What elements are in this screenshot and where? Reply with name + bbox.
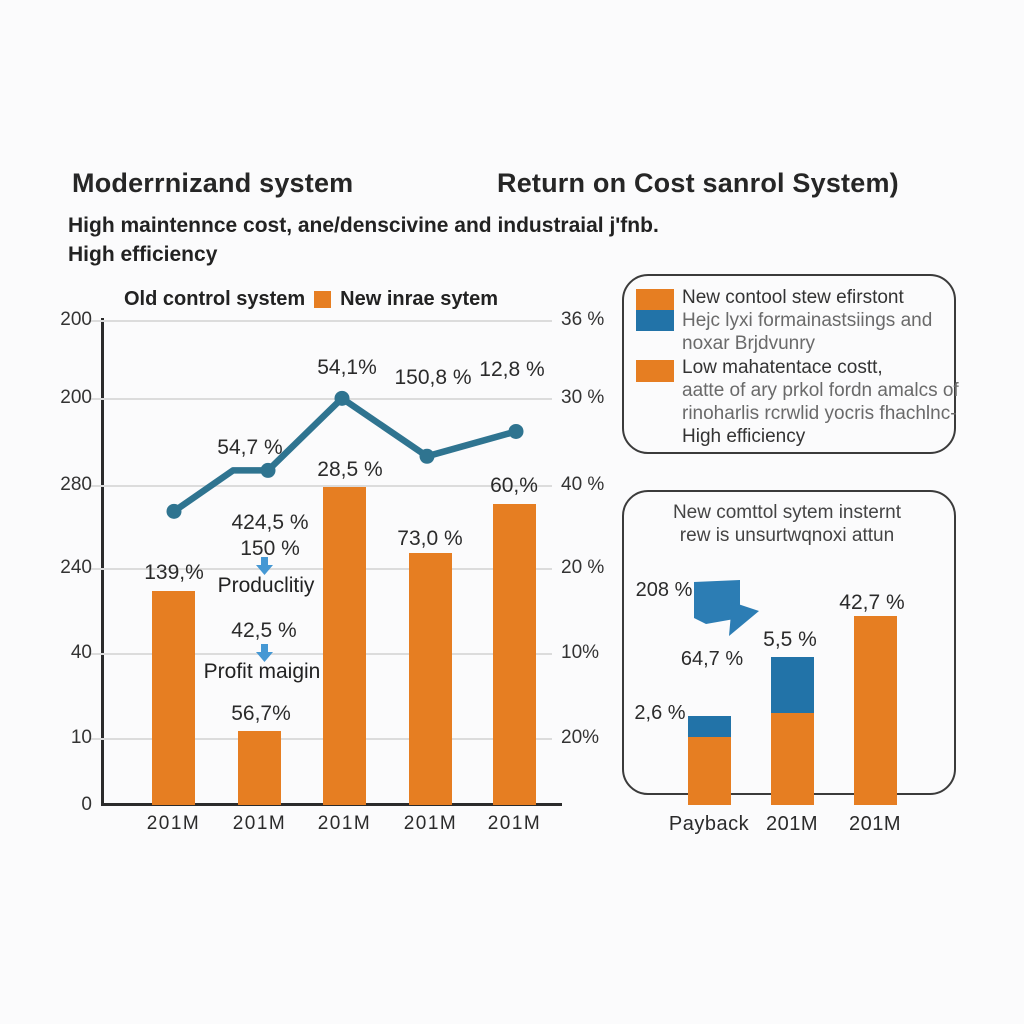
info-item-1: New contool stew efirstont Hejc lyxi for… [682, 286, 932, 355]
bar-label-730: 73,0 % [397, 527, 463, 550]
legend-label-new-system: New inrae sytem [340, 288, 499, 310]
mini-bar-orange [854, 616, 897, 805]
y-axis-right-tick: 10% [561, 642, 600, 663]
mini-chart-title-line2: rew is unsurtwqnoxi attun [679, 525, 895, 546]
main-bar [493, 504, 536, 805]
y-axis-right-tick: 40 % [561, 474, 605, 495]
gridline [90, 485, 552, 487]
info-marker-orange2-icon [636, 360, 674, 382]
info-item1-line2: Hejc lyxi formainastsiings and [682, 310, 933, 331]
profit-margin-down-arrow-icon [256, 644, 273, 662]
line-label-1508: 150,8 % [394, 366, 472, 389]
y-axis-left-tick: 40 [70, 642, 92, 663]
payback-big-arrow-icon [694, 580, 760, 638]
info-marker-blue-icon [636, 310, 674, 331]
y-axis-left-tick: 280 [60, 474, 92, 495]
info-marker-orange-icon [636, 289, 674, 310]
main-x-label: 201M [317, 813, 372, 834]
mini-x-label: 201M [848, 813, 902, 835]
mini-label-208: 208 % [635, 579, 693, 601]
info-item1-line1: New contool stew efirstont [682, 287, 904, 308]
anno-label-150: 150 % [240, 537, 300, 560]
line-label-541: 54,1% [317, 356, 377, 379]
info-item2-line1: Low mahatentace costt, [682, 357, 883, 378]
info-item-2: Low mahatentace costt, aatte of ary prko… [682, 356, 959, 448]
subtitle-line-1: High maintennce cost, ane/denscivine and… [68, 214, 659, 237]
mini-bars-layer: Payback 201M 201M [622, 485, 952, 835]
main-chart-legend: Old control system New inrae sytem [124, 288, 498, 311]
gridline [90, 653, 552, 655]
y-axis-left-tick: 200 [60, 309, 92, 330]
main-bar [409, 553, 452, 805]
annotation-profit-margin: Profit maigin [203, 660, 321, 683]
main-chart-y-axis [101, 318, 104, 806]
annotation-productivity: Produclitiy [217, 574, 315, 597]
mini-label-427: 42,7 % [839, 591, 905, 614]
mini-label-647: 64,7 % [680, 648, 744, 670]
mini-bar-blue [688, 716, 731, 737]
bar-label-567: 56,7% [231, 702, 291, 725]
main-x-label: 201M [232, 813, 287, 834]
mini-label-26: 2,6 % [634, 702, 686, 724]
info-item2-line3: rinoharlis rcrwlid yocris fhachlnc- [682, 403, 957, 424]
main-plot-area [90, 318, 552, 805]
gridline [90, 568, 552, 570]
gridline [90, 398, 552, 400]
page-title-left: Moderrnizand system [72, 168, 354, 198]
main-bar [152, 591, 195, 805]
mini-bar-orange [688, 737, 731, 805]
info-item2-line4: High efficiency [682, 426, 806, 447]
main-bar [238, 731, 281, 805]
y-axis-right-tick: 20% [561, 727, 600, 748]
bar-label-60: 60,% [490, 474, 538, 497]
mini-bar-orange [771, 713, 814, 805]
info-item1-line3: noxar Brjdvunry [682, 333, 816, 354]
mini-chart-title-line1: New comttol sytem insternt [672, 502, 902, 523]
y-axis-left-tick: 200 [60, 387, 92, 408]
info-item2-line2: aatte of ary prkol fordn amalcs of [682, 380, 959, 401]
gridline [90, 738, 552, 740]
productivity-down-arrow-icon [256, 557, 273, 575]
page-title-right: Return on Cost sanrol System) [497, 168, 899, 198]
anno-label-425: 42,5 % [231, 619, 297, 642]
y-axis-left-tick: 0 [81, 794, 92, 815]
main-x-label: 201M [487, 813, 542, 834]
main-x-label: 201M [146, 813, 201, 834]
line-label-128: 12,8 % [479, 358, 545, 381]
legend-label-old-system: Old control system [124, 288, 306, 310]
y-axis-right-tick: 30 % [561, 387, 605, 408]
subtitle-line-2: High efficiency [68, 243, 218, 266]
y-axis-right-tick: 36 % [561, 309, 605, 330]
mini-x-label: 201M [765, 813, 819, 835]
gridline [90, 320, 552, 322]
y-axis-left-tick: 10 [70, 727, 92, 748]
mini-bar-blue [771, 657, 814, 713]
info-box: New contool stew efirstont Hejc lyxi for… [622, 274, 959, 454]
anno-label-4245: 424,5 % [231, 511, 309, 534]
main-line-series [166, 390, 524, 519]
main-bar [323, 487, 366, 805]
legend-swatch-orange-icon [314, 291, 332, 308]
mini-label-55: 5,5 % [763, 628, 817, 651]
y-axis-right-tick: 20 % [561, 557, 605, 578]
mini-x-label: Payback [668, 813, 750, 835]
bar-label-139: 139,% [144, 561, 204, 584]
y-axis-left-tick: 240 [60, 557, 92, 578]
main-x-label: 201M [403, 813, 458, 834]
bar-label-285: 28,5 % [317, 458, 383, 481]
line-label-547: 54,7 % [217, 436, 283, 459]
